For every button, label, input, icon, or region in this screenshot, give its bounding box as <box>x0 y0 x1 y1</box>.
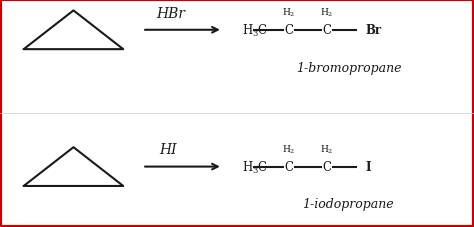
Text: Br: Br <box>365 24 381 37</box>
Text: $\mathregular{H_2}$: $\mathregular{H_2}$ <box>320 7 334 19</box>
Text: $\mathregular{H_2}$: $\mathregular{H_2}$ <box>320 143 334 155</box>
Text: I: I <box>365 160 371 173</box>
Text: HBr: HBr <box>156 7 185 20</box>
Text: $\mathregular{H_3C}$: $\mathregular{H_3C}$ <box>242 159 268 175</box>
Text: $\mathregular{H_3C}$: $\mathregular{H_3C}$ <box>242 23 268 39</box>
Text: $\mathregular{H_2}$: $\mathregular{H_2}$ <box>283 143 296 155</box>
Text: C: C <box>323 160 331 173</box>
Text: 1-bromopropane: 1-bromopropane <box>296 61 401 74</box>
Text: HI: HI <box>159 143 177 157</box>
Text: C: C <box>285 160 293 173</box>
Text: 1-iodopropane: 1-iodopropane <box>302 197 394 210</box>
Text: C: C <box>323 24 331 37</box>
Text: C: C <box>285 24 293 37</box>
Text: $\mathregular{H_2}$: $\mathregular{H_2}$ <box>283 7 296 19</box>
